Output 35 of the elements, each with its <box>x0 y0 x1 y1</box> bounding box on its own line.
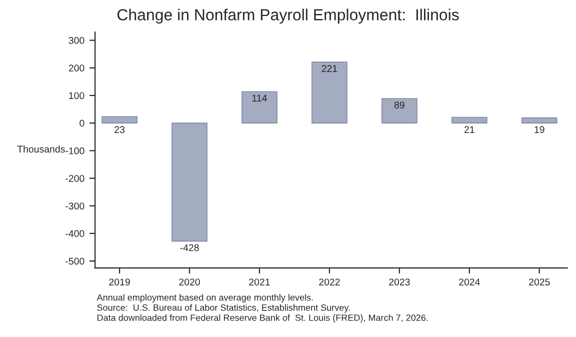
x-tick-label: 2021 <box>249 278 270 286</box>
source-note: Source: U.S. Bureau of Labor Statistics, Establishment Survey. <box>97 304 350 313</box>
y-tick-label: -400 <box>66 230 84 238</box>
y-tick-label: 100 <box>69 92 84 100</box>
text: Annual employment based on average monthly levels. <box>96 294 313 302</box>
x-tick-label: 2019 <box>109 278 130 286</box>
data-label: 21 <box>464 126 474 133</box>
data-label: 19 <box>534 126 544 134</box>
bar <box>172 122 208 242</box>
x-tick-label: 2025 <box>529 278 550 286</box>
y-tick-label: -200 <box>66 174 84 182</box>
bar <box>102 116 138 124</box>
y-tick-label: -100 <box>66 147 84 154</box>
data-label: 114 <box>252 94 267 102</box>
y-tick-label: 0 <box>80 120 84 127</box>
x-tick-label: 2024 <box>459 278 480 286</box>
chart-title: Change in Nonfarm Payroll Employment: Illinois <box>117 8 459 24</box>
bar <box>382 98 418 124</box>
bar <box>312 62 348 124</box>
data-label: 89 <box>394 102 404 108</box>
y-tick-label: -500 <box>66 258 84 265</box>
y-tick-label: -300 <box>66 202 84 210</box>
y-tick-label: 300 <box>68 37 84 44</box>
bar <box>242 91 278 124</box>
x-tick-label: 2020 <box>179 278 200 286</box>
data-label: 23 <box>114 126 125 134</box>
y-tick-label: 200 <box>68 64 84 72</box>
x-tick-label: 2022 <box>319 278 340 286</box>
bar <box>521 117 558 124</box>
data-label: 221 <box>322 65 338 72</box>
bar <box>451 116 488 124</box>
x-tick-label: 2023 <box>389 278 410 286</box>
data-label: -428 <box>180 244 199 252</box>
y-axis-title: Thousands <box>17 145 65 153</box>
text: Data downloaded from Federal Reserve Bank of St. Louis (FRED), March 7, 2026. <box>98 314 428 323</box>
